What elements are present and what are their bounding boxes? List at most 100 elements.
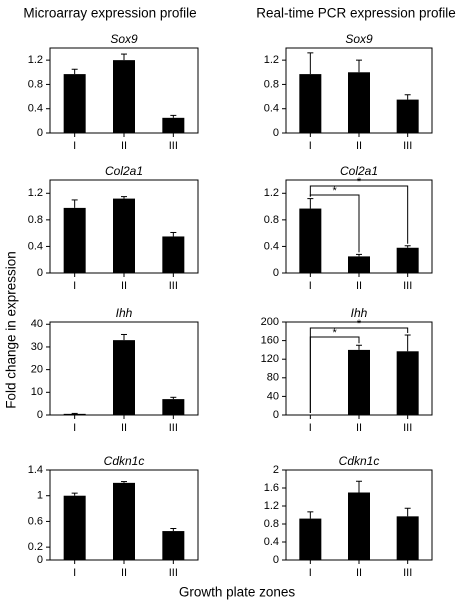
bar (396, 99, 419, 133)
y-tick-label: 0.8 (264, 214, 279, 226)
x-tick-label: I (309, 422, 312, 434)
x-tick-label: III (403, 280, 412, 292)
significance-bracket (309, 327, 409, 413)
bar (348, 492, 370, 560)
bar (113, 340, 135, 415)
y-tick-label: 120 (261, 353, 279, 365)
y-tick-label: 30 (31, 341, 43, 353)
panel-title: Ihh (116, 306, 133, 320)
significance-label: * (357, 176, 362, 188)
y-tick-label: 160 (261, 335, 279, 347)
y-tick-label: 0.4 (264, 103, 279, 115)
bar (113, 482, 135, 560)
y-tick-label: 0.4 (28, 240, 43, 252)
y-tick-label: 1.2 (264, 187, 279, 199)
bar (348, 72, 370, 133)
y-tick-label: 1.2 (28, 187, 43, 199)
y-tick-label: 0.8 (28, 78, 43, 90)
bar (113, 198, 135, 273)
panel-title: Col2a1 (105, 164, 143, 178)
x-tick-label: I (73, 567, 76, 579)
y-tick-label: 0 (273, 554, 279, 566)
x-tick-label: II (121, 567, 127, 579)
bar (299, 74, 322, 133)
bar (162, 117, 185, 133)
x-tick-label: III (403, 140, 412, 152)
x-tick-label: III (169, 422, 178, 434)
y-tick-label: 10 (31, 386, 43, 398)
bar (63, 207, 86, 273)
panel-title: Sox9 (345, 32, 373, 46)
x-axis-title: Growth plate zones (179, 585, 296, 600)
bar (396, 351, 419, 415)
panel-title: Sox9 (110, 32, 138, 46)
x-tick-label: II (121, 140, 127, 152)
bar (396, 247, 419, 273)
x-tick-label: I (309, 567, 312, 579)
bar (299, 518, 322, 560)
y-tick-label: 0 (273, 127, 279, 139)
y-tick-label: 0 (273, 267, 279, 279)
y-tick-label: 1 (37, 490, 43, 502)
bar (162, 236, 185, 273)
y-tick-label: 1.4 (28, 464, 43, 476)
bar (113, 60, 135, 134)
panel-title: Cdkn1c (104, 454, 145, 468)
x-tick-label: III (169, 140, 178, 152)
x-tick-label: II (356, 567, 362, 579)
y-tick-label: 40 (267, 390, 279, 402)
bar (63, 495, 86, 560)
bar (348, 349, 370, 415)
y-tick-label: 200 (261, 316, 279, 328)
column-title: Microarray expression profile (23, 6, 196, 21)
x-tick-label: I (309, 280, 312, 292)
y-tick-label: 0.4 (28, 103, 43, 115)
y-tick-label: 0 (273, 409, 279, 421)
column-title: Real-time PCR expression profile (256, 6, 456, 21)
x-tick-label: I (73, 280, 76, 292)
x-tick-label: I (309, 140, 312, 152)
y-tick-label: 0 (37, 267, 43, 279)
bar (299, 208, 322, 273)
bar (162, 531, 185, 560)
y-tick-label: 0 (37, 409, 43, 421)
x-tick-label: III (403, 567, 412, 579)
y-tick-label: 20 (31, 364, 43, 376)
y-tick-label: 1.2 (264, 500, 279, 512)
y-tick-label: 80 (267, 372, 279, 384)
significance-label: * (357, 318, 362, 330)
y-tick-label: 0 (37, 127, 43, 139)
x-tick-label: III (403, 422, 412, 434)
y-tick-label: 0.8 (264, 518, 279, 530)
x-tick-label: II (356, 140, 362, 152)
bar (63, 74, 86, 133)
bar (162, 399, 185, 415)
y-tick-label: 1.2 (28, 54, 43, 66)
significance-bracket (309, 185, 409, 244)
y-tick-label: 0.6 (28, 515, 43, 527)
panel-title: Ihh (351, 306, 368, 320)
significance-label: * (333, 185, 338, 197)
x-tick-label: III (169, 567, 178, 579)
y-axis-title: Fold change in expression (4, 251, 19, 409)
x-tick-label: II (121, 280, 127, 292)
x-tick-label: I (73, 422, 76, 434)
y-tick-label: 40 (31, 318, 43, 330)
y-tick-label: 1.2 (264, 54, 279, 66)
significance-label: * (333, 327, 338, 339)
x-tick-label: II (121, 422, 127, 434)
panel-title: Col2a1 (340, 164, 378, 178)
y-tick-label: 0.4 (264, 536, 279, 548)
bar (396, 516, 419, 560)
y-tick-label: 0.8 (28, 214, 43, 226)
y-tick-label: 2 (273, 464, 279, 476)
y-tick-label: 0 (37, 554, 43, 566)
y-tick-label: 1.6 (264, 482, 279, 494)
y-tick-label: 0.2 (28, 541, 43, 553)
bar (63, 413, 86, 415)
bar (348, 256, 370, 273)
y-tick-label: 0.8 (264, 78, 279, 90)
x-tick-label: II (356, 422, 362, 434)
x-tick-label: II (356, 280, 362, 292)
